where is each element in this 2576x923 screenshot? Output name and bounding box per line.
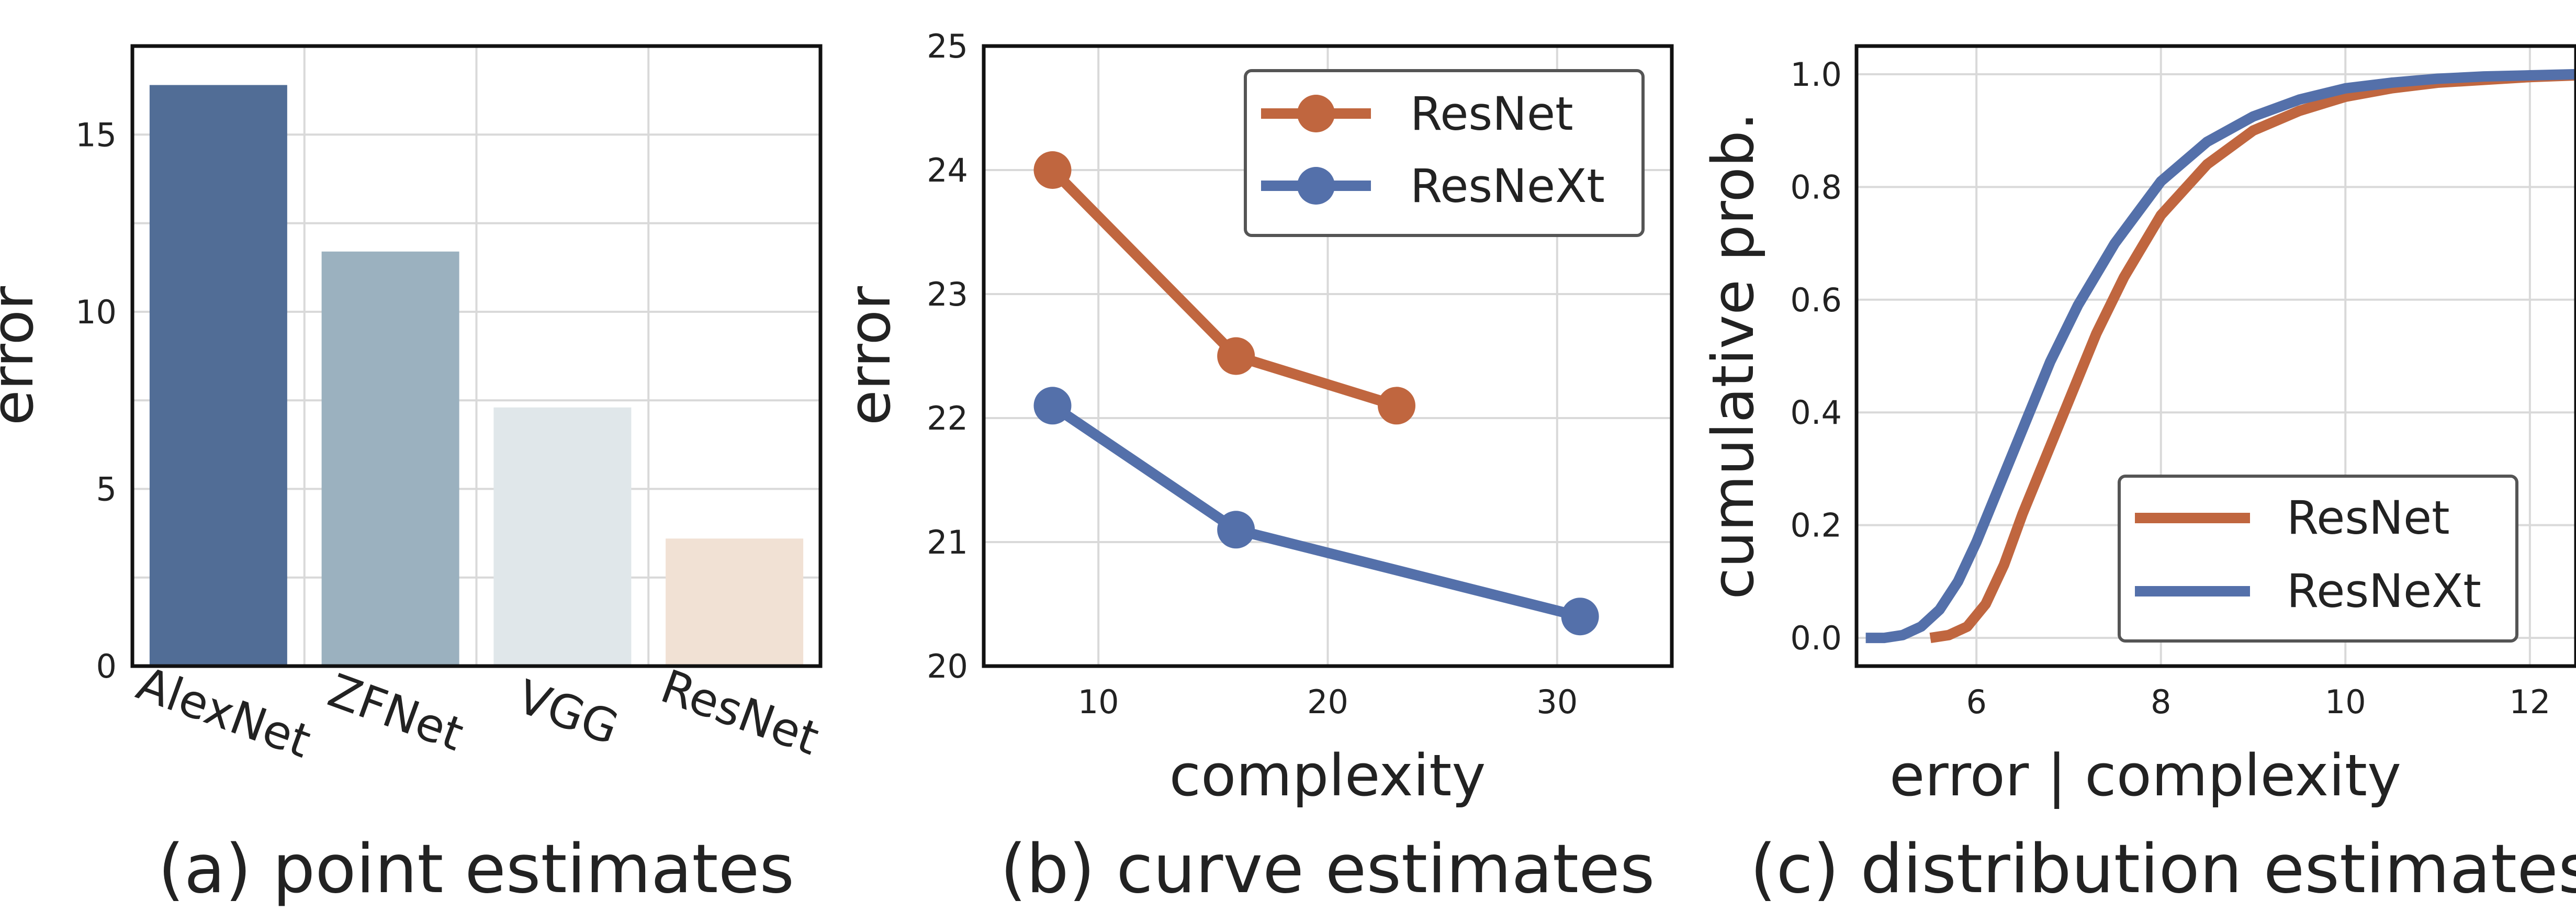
data-point-resnet (1033, 151, 1072, 189)
panel-a-y-ticks: 0 5 10 15 (75, 116, 117, 685)
panel-b-x-ticks: 10 20 30 (1078, 683, 1578, 721)
panel-b-curve-estimates: 20 21 22 23 24 25 10 20 30 error complexity (b)… (836, 27, 1674, 908)
panel-b-series (1033, 151, 1599, 636)
data-point-resnet (1378, 387, 1415, 425)
bar-alexnet (149, 85, 287, 666)
y-tick-label: 5 (96, 470, 117, 508)
panel-b-y-axis-label: error (836, 286, 903, 425)
y-tick-label: 22 (927, 399, 968, 437)
data-point-resnext (1217, 511, 1255, 549)
data-point-resnext (1561, 598, 1599, 636)
bar-resnet (666, 538, 804, 666)
y-tick-label: 0.2 (1790, 506, 1842, 545)
y-tick-label: 10 (75, 293, 117, 331)
panel-a-y-axis-label: error (0, 286, 46, 425)
panel-b-y-ticks: 20 21 22 23 24 25 (927, 27, 968, 685)
data-point-resnet (1217, 337, 1255, 375)
panel-c-y-axis-label: cumulative prob. (1700, 112, 1767, 599)
y-tick-label: 0.4 (1790, 393, 1842, 432)
x-tick-label: 20 (1307, 683, 1348, 721)
x-tick-label: 30 (1536, 683, 1578, 721)
x-tick-label: 6 (1966, 683, 1986, 721)
legend-label-resnet: ResNet (2287, 491, 2450, 545)
panel-b-frame (982, 44, 1674, 668)
bar-zfnet (321, 251, 459, 666)
panel-c-x-axis-label: error | complexity (1889, 742, 2401, 809)
panel-a-caption: (a) point estimates (158, 830, 794, 908)
y-tick-label: 0 (96, 647, 117, 685)
panel-c-frame (1854, 44, 2576, 668)
y-tick-label: 25 (927, 27, 968, 65)
y-tick-label: 20 (927, 647, 968, 685)
bar-vgg (493, 407, 632, 666)
panel-c-legend: ResNet ResNeXt (2118, 475, 2518, 643)
legend-marker-resnext (1297, 167, 1335, 205)
x-tick-label: 12 (2509, 683, 2550, 721)
x-tick-label: 10 (1078, 683, 1119, 721)
cdf-curve-resnext (1865, 69, 2576, 644)
panel-c-y-ticks: 0.0 0.2 0.4 0.6 0.8 1.0 (1790, 55, 1842, 657)
y-tick-label: 24 (927, 151, 968, 189)
panel-c-distribution-estimates: 0.0 0.2 0.4 0.6 0.8 1.0 6 8 10 12 cumulative pro… (1700, 44, 2576, 908)
panel-a-frame (130, 44, 823, 668)
legend-label-resnet: ResNet (1410, 87, 1573, 141)
y-tick-label: 1.0 (1790, 55, 1842, 94)
legend-marker-resnet (1297, 95, 1335, 132)
data-point-resnext (1033, 387, 1072, 425)
x-tick-label: 10 (2325, 683, 2366, 721)
panel-c-series (1865, 69, 2576, 644)
y-tick-label: 0.8 (1790, 168, 1842, 206)
panel-b-legend: ResNet ResNeXt (1244, 69, 1645, 237)
legend-label-resnext: ResNeXt (2287, 564, 2481, 618)
panel-b-caption: (b) curve estimates (1000, 830, 1655, 908)
y-tick-label: 0.6 (1790, 281, 1842, 319)
panel-c-caption: (c) distribution estimates (1750, 830, 2576, 908)
panel-a-bars (149, 85, 804, 666)
panel-b-x-axis-label: complexity (1169, 742, 1486, 809)
panel-c-x-ticks: 6 8 10 12 (1966, 683, 2550, 721)
y-tick-label: 21 (927, 523, 968, 561)
y-tick-label: 15 (75, 116, 117, 154)
y-tick-label: 0.0 (1790, 619, 1842, 657)
y-tick-label: 23 (927, 275, 968, 313)
x-tick-label: 8 (2151, 683, 2171, 721)
legend-label-resnext: ResNeXt (1410, 159, 1605, 213)
